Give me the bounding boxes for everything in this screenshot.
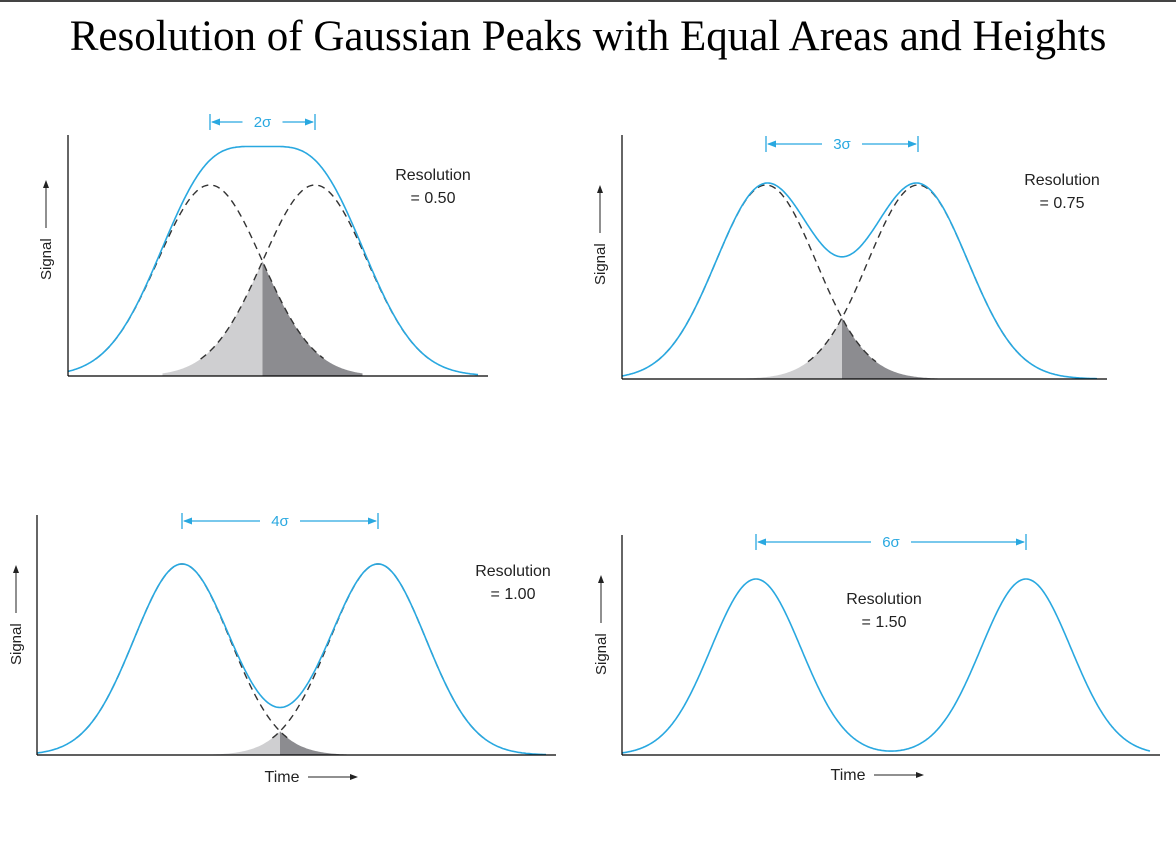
dimension-arrow-right [908,140,917,148]
y-axis-label-group: Signal [592,185,609,285]
signal-curve [621,182,1097,380]
component-peak-2-dashed [271,563,484,739]
dimension-arrow-left [757,538,766,546]
y-axis-label: Signal [592,243,609,285]
overlap-area-left [742,317,842,379]
signal-curve [36,563,546,756]
overlap-area-right [842,317,942,379]
resolution-value: = 1.00 [491,586,536,603]
resolution-value: = 1.50 [862,614,907,631]
separation-dimension: 6σ [755,534,1027,551]
separation-dimension: 3σ [765,136,919,153]
top-rule [0,0,1176,2]
signal-curve [621,578,1151,754]
dimension-arrow-left [211,118,220,126]
y-axis-label: Signal [38,238,55,280]
y-axis-label-arrow-head [598,575,604,583]
panel-r150: 6σ Resolution = 1.50 Signal Time [593,534,1160,784]
overlap-area-left [162,261,263,376]
x-axis-label-arrow-head [350,774,358,780]
overlap-area-left [180,731,280,755]
separation-dimension: 2σ [209,114,316,131]
separation-label: 2σ [254,114,272,131]
resolution-value: = 0.50 [411,190,456,207]
overlap-area-right [280,731,380,755]
x-axis-label: Time [265,769,300,786]
y-axis-label-arrow-head [597,185,603,193]
y-axis-label-arrow-head [43,180,49,188]
separation-dimension: 4σ [181,513,379,530]
panel-r100: 4σ Resolution = 1.00 Signal Time [8,513,556,786]
x-axis-label-arrow-head [916,772,924,778]
y-axis-label-group: Signal [593,575,610,675]
y-axis-label: Signal [593,633,610,675]
component-peak-1-dashed [75,563,288,739]
y-axis-label-arrow-head [13,565,19,573]
resolution-label: Resolution [395,167,471,184]
resolution-label: Resolution [846,591,922,608]
y-axis-label: Signal [8,623,25,665]
panel-r050: 2σ Resolution = 0.50 Signal [38,114,488,377]
x-axis-label: Time [831,767,866,784]
signal-curve [67,145,479,376]
resolution-label: Resolution [1024,172,1100,189]
separation-label: 4σ [271,513,289,530]
separation-label: 3σ [833,136,851,153]
dimension-arrow-right [305,118,314,126]
dimension-arrow-right [1016,538,1025,546]
panel-r075: 3σ Resolution = 0.75 Signal [592,135,1107,380]
y-axis-label-group: Signal [38,180,55,280]
overlap-area-right [262,261,363,376]
dimension-arrow-left [183,517,192,525]
resolution-label: Resolution [475,563,551,580]
page-title: Resolution of Gaussian Peaks with Equal … [69,13,1107,60]
resolution-value: = 0.75 [1040,195,1085,212]
dimension-arrow-left [767,140,776,148]
y-axis-label-group: Signal [8,565,25,665]
separation-label: 6σ [882,534,900,551]
dimension-arrow-right [368,517,377,525]
